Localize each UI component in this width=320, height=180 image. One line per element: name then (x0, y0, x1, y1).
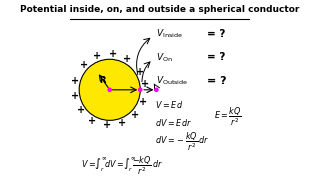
Text: +: + (81, 60, 89, 70)
Circle shape (108, 88, 111, 91)
Text: = ?: = ? (207, 76, 226, 86)
Text: +: + (131, 110, 139, 120)
Circle shape (139, 88, 142, 91)
Text: +: + (141, 79, 149, 89)
Circle shape (155, 88, 158, 91)
Text: $V_\mathrm{On}$: $V_\mathrm{On}$ (156, 51, 173, 64)
Text: R: R (99, 76, 106, 85)
Text: Potential inside, on, and outside a spherical conductor: Potential inside, on, and outside a sphe… (20, 5, 300, 14)
Text: $V = \!\int_r^{\infty}\!\! dV = \!\int_r^{\infty}\!\! \dfrac{-kQ}{r^2}\,dr$: $V = \!\int_r^{\infty}\!\! dV = \!\int_r… (81, 154, 163, 177)
Text: +: + (88, 116, 96, 126)
Text: $E = \dfrac{kQ}{r^2}$: $E = \dfrac{kQ}{r^2}$ (214, 105, 242, 128)
Text: +: + (136, 67, 145, 77)
Text: $V_\mathrm{Outside}$: $V_\mathrm{Outside}$ (156, 75, 189, 87)
Circle shape (79, 59, 140, 120)
Text: +: + (118, 118, 126, 128)
Text: +: + (93, 51, 102, 61)
Text: +: + (102, 120, 111, 130)
Text: +: + (76, 105, 84, 115)
Text: $V = E\,d$: $V = E\,d$ (155, 99, 183, 110)
Text: +: + (71, 91, 79, 101)
Text: $dV = -\dfrac{kQ}{r^2}\,dr$: $dV = -\dfrac{kQ}{r^2}\,dr$ (155, 130, 209, 153)
Text: +: + (71, 76, 79, 86)
Text: +: + (124, 54, 132, 64)
Text: +: + (109, 49, 117, 59)
Text: $dV = E\,dr$: $dV = E\,dr$ (155, 117, 192, 128)
Text: = ?: = ? (207, 53, 225, 62)
Text: = ?: = ? (207, 29, 225, 39)
Text: +: + (139, 97, 147, 107)
Text: $V_\mathrm{Inside}$: $V_\mathrm{Inside}$ (156, 28, 183, 40)
